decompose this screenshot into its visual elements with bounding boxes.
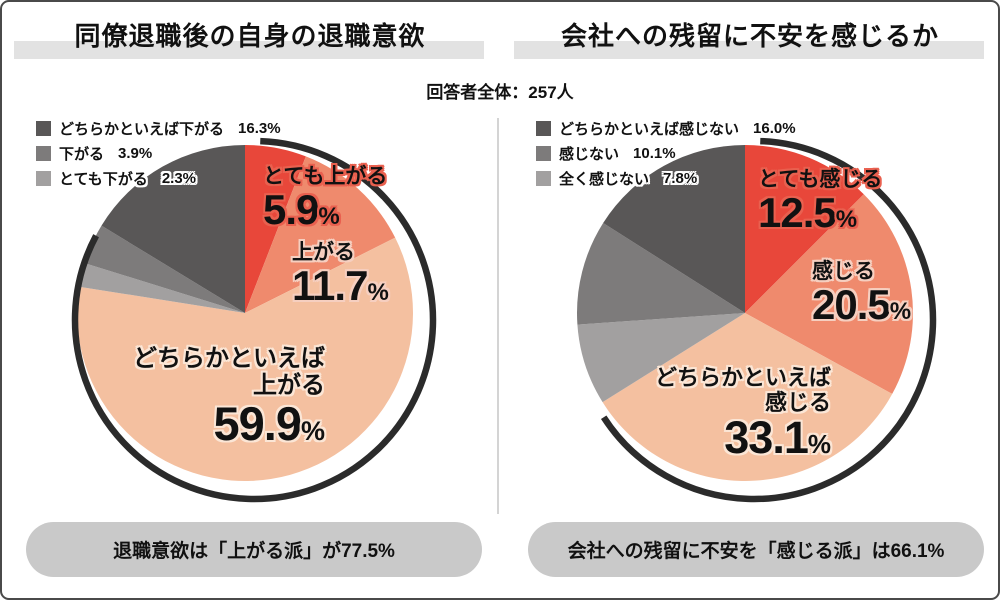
slice-value-unit: % <box>367 278 389 306</box>
legend-left: どちらかといえば下がる 16.3% 下がる 3.9% とても下がる 2.3% <box>36 116 281 191</box>
legend-value: 7.8% <box>663 170 698 187</box>
legend-label: とても下がる <box>59 171 148 188</box>
slice-label-text: 上がる <box>253 371 325 399</box>
legend-item: 感じない 10.1% <box>536 141 796 166</box>
title-highlight-band <box>14 41 484 59</box>
legend-item: 下がる 3.9% <box>36 141 281 166</box>
pie-slice-1 <box>245 156 396 313</box>
legend-label: どちらかといえば感じない <box>559 121 740 138</box>
slice-label-text: どちらかといえば <box>133 345 325 372</box>
slice-label-text: 上がる <box>292 241 355 264</box>
pie-slice-2 <box>602 313 893 482</box>
slice-label-text: 感じる <box>812 260 875 283</box>
legend-label: どちらかといえば下がる <box>59 121 225 138</box>
legend-right: どちらかといえば感じない 16.0% 感じない 10.1% 全く感じない 7.8% <box>536 116 796 191</box>
pie-slice-1 <box>745 194 913 394</box>
chart-panel-right: 会社への残留に不安を感じるか どちらかといえば感じない 16.0% 感じない 10.1… <box>500 0 1000 600</box>
slice-value-text: 5.9% <box>263 185 387 233</box>
legend-item: どちらかといえば感じない 16.0% <box>536 116 796 141</box>
slice-value-number: 59.9 <box>213 396 302 450</box>
chart-title-right: 会社への残留に不安を感じるか <box>560 21 939 51</box>
legend-swatch-icon <box>36 121 51 136</box>
pie-slice-0 <box>245 145 306 313</box>
chart-panel-left: 同僚退職後の自身の退職意欲 どちらかといえば下がる 16.3% 下がる 3.9% とても… <box>0 0 500 577</box>
summary-text-left: 退職意欲は「上がる派」が77.5% <box>113 541 395 562</box>
chart-title-left: 同僚退職後の自身の退職意欲 <box>74 21 426 51</box>
legend-item: どちらかといえば下がる 16.3% <box>36 116 281 141</box>
legend-value: 10.1% <box>633 145 676 162</box>
title-block: 同僚退職後の自身の退職意欲 <box>0 0 500 62</box>
slice-value-text: 12.5% <box>758 188 882 236</box>
slice-value-number: 33.1 <box>724 412 809 464</box>
slice-value-number: 11.7 <box>292 261 368 309</box>
respondents-note: 回答者全体：257人 <box>426 83 574 102</box>
slice-value-text: 59.9% <box>133 396 326 450</box>
slice-value-text: 33.1% <box>655 415 831 461</box>
pie-slice-5 <box>603 145 745 313</box>
legend-item: 全く感じない 7.8% <box>536 166 796 191</box>
slice-label-text: とても感じる <box>758 168 883 191</box>
slice-value-number: 20.5 <box>812 280 891 328</box>
vertical-divider <box>497 118 499 514</box>
pie-slice-2 <box>77 237 414 481</box>
slice-value-number: 12.5 <box>758 188 837 236</box>
pie-slice-label: とても感じる 12.5% <box>758 168 882 234</box>
pie-slice-label: どちらかといえば 上がる 59.9% <box>133 345 326 450</box>
pie-outline-ring <box>571 137 937 503</box>
pie-outline-ring <box>71 137 437 503</box>
title-block: 会社への残留に不安を感じるか <box>500 0 1000 62</box>
slice-label-text: とても上がる <box>263 165 388 188</box>
legend-swatch-icon <box>536 146 551 161</box>
slice-value-unit: % <box>889 297 912 325</box>
slice-label-text: 感じる <box>764 389 831 415</box>
pie-slice-label: どちらかといえば 感じる 33.1% <box>654 365 831 461</box>
summary-text-right: 会社への残留に不安を「感じる派」は66.1% <box>567 541 945 562</box>
summary-pill-left: 退職意欲は「上がる派」が77.5% <box>26 522 482 577</box>
pie-slice-3 <box>577 313 745 403</box>
legend-label: 下がる <box>59 146 105 163</box>
slice-value-text: 11.7% <box>292 261 389 309</box>
legend-label: 全く感じない <box>559 171 650 188</box>
legend-swatch-icon <box>536 121 551 136</box>
title-highlight-band <box>514 41 984 59</box>
slice-value-unit: % <box>835 205 858 233</box>
legend-label: 感じない <box>559 146 620 163</box>
pie-slice-label: 上がる 11.7% <box>292 241 389 307</box>
legend-item: とても下がる 2.3% <box>36 166 281 191</box>
legend-swatch-icon <box>36 171 51 186</box>
pie-slice-0 <box>745 145 864 313</box>
slice-value-text: 20.5% <box>812 280 912 328</box>
pie-slice-label: とても上がる 5.9% <box>263 165 387 231</box>
slice-value-number: 5.9 <box>263 185 319 233</box>
legend-value: 16.3% <box>238 120 281 137</box>
legend-value: 3.9% <box>118 145 153 162</box>
slice-value-unit: % <box>807 429 831 460</box>
slice-label-text: どちらかといえば <box>654 365 831 390</box>
pie-slice-3 <box>79 263 245 313</box>
pie-slice-label: 感じる 20.5% <box>812 260 911 326</box>
summary-pill-right: 会社への残留に不安を「感じる派」は66.1% <box>528 522 984 577</box>
pie-chart-left <box>71 137 437 503</box>
legend-value: 2.3% <box>161 170 197 187</box>
pie-slice-5 <box>101 145 245 313</box>
slice-value-unit: % <box>318 202 340 230</box>
slice-value-unit: % <box>300 415 325 446</box>
pie-chart-right <box>571 137 937 503</box>
pie-slice-4 <box>576 222 745 325</box>
pie-slice-4 <box>84 225 245 313</box>
legend-value: 16.0% <box>753 120 796 137</box>
legend-swatch-icon <box>536 171 551 186</box>
legend-swatch-icon <box>36 146 51 161</box>
